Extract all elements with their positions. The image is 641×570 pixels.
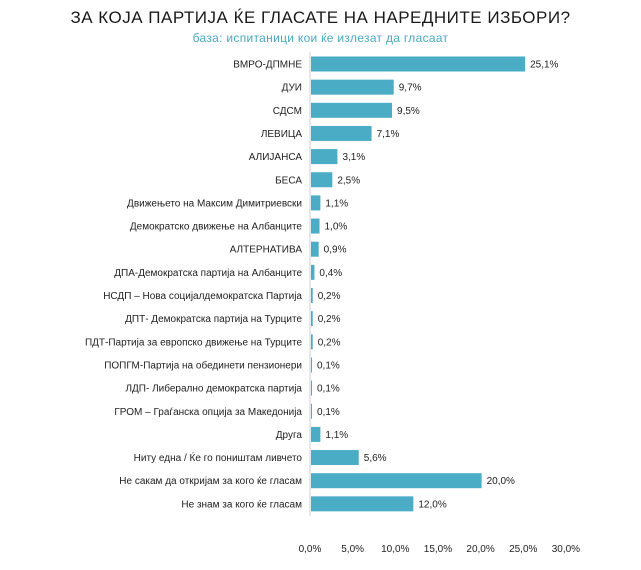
x-tick-label: 25,0% bbox=[509, 544, 537, 555]
category-label: АЛТЕРНАТИВА bbox=[230, 245, 303, 256]
bar bbox=[311, 403, 312, 419]
bar bbox=[311, 264, 315, 280]
data-label: 25,1% bbox=[530, 60, 558, 71]
category-label: ПДТ-Партија за европско движење на Турци… bbox=[85, 337, 302, 348]
data-label: 1,1% bbox=[325, 430, 348, 441]
data-label: 5,6% bbox=[364, 453, 387, 464]
category-label: Демократско движење на Албанците bbox=[130, 221, 303, 233]
data-label: 2,5% bbox=[337, 175, 360, 186]
bar bbox=[311, 149, 338, 165]
category-label: Не сакам да откријам за кого ќе гласам bbox=[119, 476, 302, 487]
bar bbox=[311, 241, 319, 257]
data-label: 0,9% bbox=[324, 245, 347, 256]
x-tick-label: 5,0% bbox=[341, 544, 364, 555]
bar bbox=[311, 450, 359, 466]
category-label: Движењето на Максим Димитриевски bbox=[127, 198, 302, 209]
bar bbox=[311, 357, 312, 373]
data-label: 0,1% bbox=[317, 360, 340, 371]
chart-title: ЗА КОЈА ПАРТИЈА ЌЕ ГЛАСАТЕ НА НАРЕДНИТЕ … bbox=[70, 8, 571, 27]
bar bbox=[311, 56, 526, 72]
x-tick-label: 0,0% bbox=[299, 544, 322, 555]
bar bbox=[311, 426, 321, 442]
bar bbox=[311, 473, 482, 489]
category-label: ЛДП- Либерално демократска партија bbox=[125, 383, 302, 395]
data-label: 0,2% bbox=[318, 291, 341, 302]
data-label: 20,0% bbox=[487, 476, 515, 487]
category-label: Друга bbox=[276, 430, 303, 441]
category-label: ГРОМ – Граѓанска опција за Македонија bbox=[114, 407, 302, 418]
x-tick-label: 10,0% bbox=[381, 544, 409, 555]
category-label: СДСМ bbox=[273, 106, 302, 117]
x-tick-label: 30,0% bbox=[552, 544, 580, 555]
data-label: 9,7% bbox=[399, 83, 422, 94]
category-label: НСДП – Нова социјалдемократска Партија bbox=[103, 291, 302, 302]
category-label: ПОПГМ-Партија на обединети пензионери bbox=[104, 359, 302, 371]
bar bbox=[311, 334, 313, 350]
x-tick-label: 20,0% bbox=[466, 544, 494, 555]
category-label: ДПТ- Демократска партија на Турците bbox=[125, 314, 302, 325]
data-label: 0,1% bbox=[317, 384, 340, 395]
category-label: Ниту една / Ќе го поништам ливчето bbox=[134, 451, 303, 464]
category-label: БЕСА bbox=[275, 175, 302, 186]
data-label: 3,1% bbox=[342, 152, 365, 163]
data-label: 7,1% bbox=[377, 129, 400, 140]
bar bbox=[311, 125, 372, 141]
bar bbox=[311, 218, 320, 234]
data-label: 0,4% bbox=[319, 268, 342, 279]
category-label: ЛЕВИЦА bbox=[261, 129, 302, 140]
x-tick-label: 15,0% bbox=[424, 544, 452, 555]
chart-subtitle: база: испитаници кои ќе излезат да гласа… bbox=[192, 31, 449, 45]
bar bbox=[311, 380, 312, 396]
data-label: 1,0% bbox=[325, 222, 348, 233]
data-label: 12,0% bbox=[418, 499, 446, 510]
category-label: АЛИЈАНСА bbox=[249, 152, 303, 163]
bar bbox=[311, 311, 313, 327]
data-label: 0,2% bbox=[318, 314, 341, 325]
bar bbox=[311, 195, 321, 211]
data-label: 0,1% bbox=[317, 407, 340, 418]
data-label: 1,1% bbox=[325, 198, 348, 209]
data-label: 0,2% bbox=[318, 337, 341, 348]
bar bbox=[311, 172, 333, 188]
category-label: ДУИ bbox=[282, 83, 302, 94]
bar bbox=[311, 102, 393, 118]
category-label: ВМРО-ДПМНЕ bbox=[233, 60, 302, 71]
bar bbox=[311, 496, 414, 512]
bar bbox=[311, 79, 394, 95]
data-label: 9,5% bbox=[397, 106, 420, 117]
category-label: ДПА-Демократска партија на Албанците bbox=[114, 267, 302, 279]
category-label: Не знам за кого ќе гласам bbox=[181, 499, 302, 510]
bar bbox=[311, 288, 313, 303]
